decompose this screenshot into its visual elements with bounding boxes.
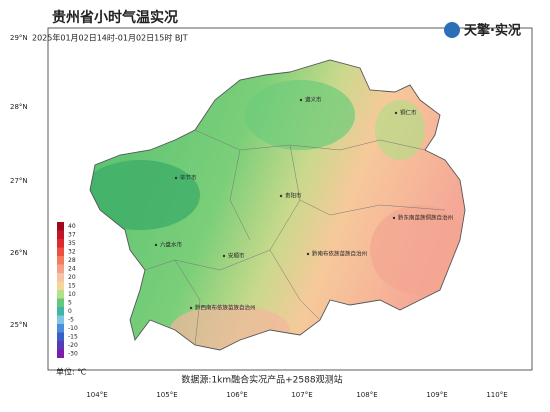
legend-label: 35 [68, 240, 76, 247]
city-dot [279, 194, 283, 198]
data-source: 数据源:1km融合实况产品+2588观测站 [181, 374, 342, 386]
legend-label: -5 [68, 316, 74, 323]
longitude-label: 109°E [426, 391, 447, 399]
city-dot [299, 98, 303, 102]
latitude-label: 28°N [10, 103, 28, 111]
longitude-label: 107°E [291, 391, 312, 399]
city-label: 贵阳市 [285, 192, 302, 200]
legend-label: -10 [68, 325, 78, 332]
longitude-label: 105°E [156, 391, 177, 399]
legend-swatch [57, 247, 64, 256]
city-label: 六盘水市 [160, 241, 183, 249]
city-label: 黔东南苗族侗族自治州 [398, 214, 453, 222]
legend-swatch [57, 349, 64, 358]
legend-label: 10 [68, 291, 76, 298]
legend-label: 15 [68, 282, 76, 289]
legend-label: -20 [68, 342, 78, 349]
longitude-label: 110°E [486, 391, 507, 399]
legend-swatch [57, 315, 64, 324]
legend-swatch [57, 230, 64, 239]
city-dot [392, 216, 396, 220]
longitude-label: 106°E [226, 391, 247, 399]
legend-swatch [57, 256, 64, 265]
legend-label: 5 [68, 299, 72, 306]
legend-label: 40 [68, 223, 76, 230]
legend-swatch [57, 324, 64, 333]
logo: 天擎·实况 [464, 23, 521, 39]
latitude-label: 26°N [10, 249, 28, 257]
city-dot [394, 111, 398, 115]
province-border [89, 59, 466, 351]
legend-swatch [57, 239, 64, 248]
city-label: 安顺市 [228, 252, 245, 260]
latitude-label: 27°N [10, 177, 28, 185]
legend-label: 28 [68, 257, 76, 264]
city-label: 遵义市 [305, 96, 322, 104]
legend-label: 20 [68, 274, 76, 281]
legend-unit: 单位: ℃ [56, 367, 86, 377]
longitude-label: 104°E [86, 391, 107, 399]
legend-label: 37 [68, 231, 76, 238]
city-dot [189, 306, 193, 310]
legend-swatch [57, 222, 64, 231]
legend-swatch [57, 273, 64, 282]
legend-swatch [57, 341, 64, 350]
legend-swatch [57, 332, 64, 341]
latitude-label: 25°N [10, 321, 28, 329]
legend-swatch [57, 307, 64, 316]
prefecture-borders [144, 129, 446, 346]
legend-label: 24 [68, 265, 76, 272]
subtitle: 2025年01月02日14时-01月02日15时 BJT [32, 33, 188, 43]
city-label: 黔南布依族苗族自治州 [312, 250, 367, 258]
legend-swatch [57, 281, 64, 290]
legend-label: 32 [68, 248, 76, 255]
city-label: 毕节市 [180, 174, 197, 182]
legend-label: 0 [68, 308, 72, 315]
legend-label: -15 [68, 333, 78, 340]
logo-icon [444, 22, 460, 38]
legend-label: -30 [68, 350, 78, 357]
city-dot [174, 176, 178, 180]
city-dot [154, 243, 158, 247]
city-label: 黔西南布依族苗族自治州 [195, 304, 256, 312]
legend-swatch [57, 290, 64, 299]
city-dot [222, 254, 226, 258]
city-label: 铜仁市 [400, 109, 417, 117]
longitude-label: 108°E [356, 391, 377, 399]
latitude-label: 29°N [10, 34, 28, 42]
city-dot [306, 252, 310, 256]
legend-swatch [57, 264, 64, 273]
title: 贵州省小时气温实况 [52, 9, 178, 26]
legend-swatch [57, 298, 64, 307]
